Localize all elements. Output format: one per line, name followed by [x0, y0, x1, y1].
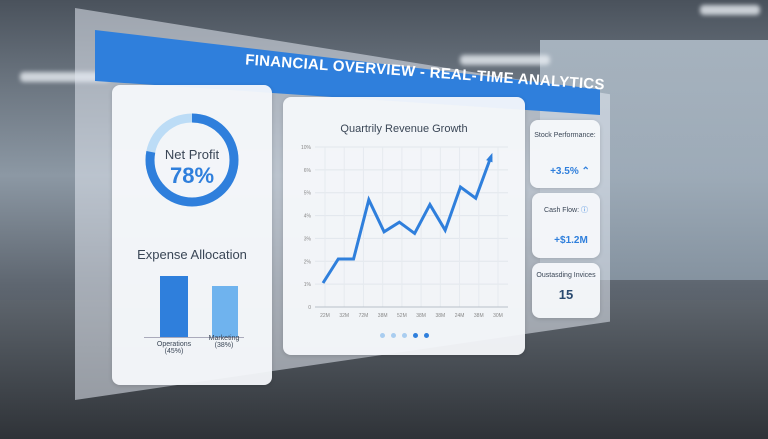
y-tick-label: 10%: [301, 145, 312, 151]
stock-card: Stock Performance: +3.5% ⌃: [530, 120, 600, 188]
y-tick-label: 0: [308, 305, 311, 311]
x-tick-label: 52M: [397, 313, 407, 319]
revenue-line: [321, 156, 493, 284]
x-tick-label: 72M: [359, 313, 369, 319]
pager-dot[interactable]: [379, 333, 385, 338]
y-tick-label: 1%: [304, 282, 312, 288]
cash-label: Cash Flow: ⓘ: [544, 207, 588, 214]
x-tick-label: 38M: [474, 313, 484, 319]
x-tick-label: 38M: [416, 313, 426, 319]
expense-bar-marketing: [212, 285, 238, 337]
revenue-line-chart: 0 1% 2% 3% 4% 5% 6% 10% 22M 32M 72M 38M 52M 38M 38M 24M…: [301, 145, 508, 319]
net-profit-label: Net Profit: [164, 147, 220, 162]
x-tick-label: 38M: [378, 313, 388, 319]
y-tick-label: 6%: [304, 168, 312, 174]
x-tick-label: 24M: [455, 313, 465, 319]
pager-dot[interactable]: [401, 333, 407, 338]
expense-bar-operations: [160, 276, 188, 337]
bar-label-operations: Operations (45%): [156, 341, 192, 355]
pager-dot[interactable]: [412, 333, 418, 338]
bar-baseline: [144, 337, 244, 338]
pager-dot[interactable]: [423, 333, 429, 338]
net-profit-value: 78%: [169, 163, 215, 188]
net-profit-ring: [145, 113, 239, 207]
chart-title: Quartrily Revenue Growth: [340, 123, 468, 135]
cash-card: Cash Flow: ⓘ +$1.2M: [532, 193, 600, 258]
ceiling-light: [700, 5, 760, 15]
y-tick-label: 3%: [304, 236, 312, 242]
left-card: Net Profit 78% Expense Allocation Operat…: [112, 85, 272, 385]
cash-value: +$1.2M: [554, 235, 588, 246]
pager-dot[interactable]: [390, 333, 396, 338]
y-tick-label: 4%: [304, 214, 312, 220]
y-tick-label: 5%: [304, 191, 312, 197]
arrow-head-icon: [486, 152, 493, 163]
x-tick-label: 32M: [339, 313, 349, 319]
stock-label: Stock Performance:: [534, 132, 596, 139]
invoices-label: Oustasding Invices: [536, 272, 596, 279]
x-tick-label: 30M: [493, 313, 503, 319]
ceiling-light: [20, 72, 110, 82]
x-tick-label: 38M: [435, 313, 445, 319]
y-tick-label: 2%: [304, 259, 312, 265]
ceiling-light: [460, 55, 550, 65]
bar-label-marketing: Marketing (38%): [208, 335, 240, 349]
invoices-card: Oustasding Invices 15: [532, 263, 600, 318]
x-tick-label: 22M: [320, 313, 330, 319]
stock-value: +3.5% ⌃: [550, 166, 590, 177]
expense-title: Expense Allocation: [137, 247, 247, 262]
chevron-up-icon: ⌃: [581, 166, 590, 177]
info-icon[interactable]: ⓘ: [580, 207, 588, 214]
invoices-value: 15: [558, 287, 574, 302]
chart-card: Quartrily Revenue Growth 0 1% 2% 3% 4% 5% 6% 10…: [283, 97, 525, 355]
